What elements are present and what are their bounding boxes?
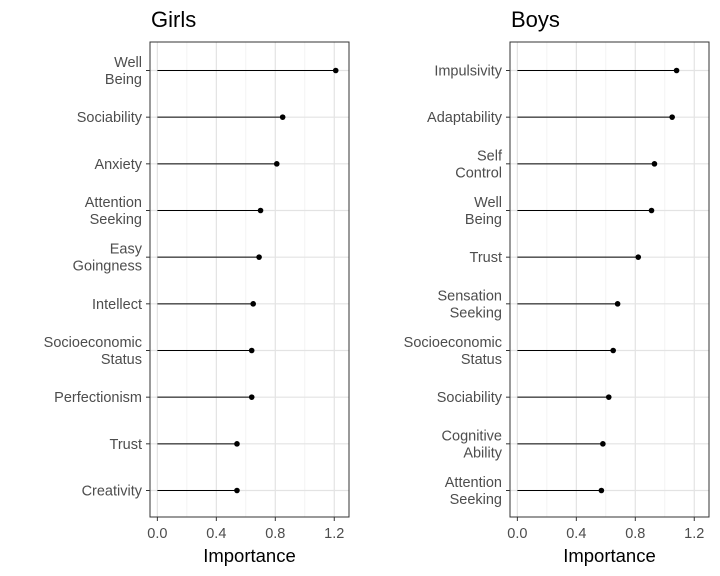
category-label: Sociability — [437, 390, 503, 406]
panel-title: Girls — [151, 7, 196, 32]
point-well-being — [332, 67, 339, 74]
point-sensation-seeking — [614, 301, 621, 307]
category-label-line: Perfectionism — [54, 390, 142, 406]
x-tick-label: 1.2 — [684, 526, 704, 542]
category-label: Self Control — [455, 148, 503, 181]
category-label-line: Seeking — [450, 305, 502, 321]
point-attention-seeking — [598, 487, 605, 494]
point-perfectionism — [248, 394, 255, 400]
category-label: Easy Goingness — [73, 242, 143, 275]
panel-boys: Impulsivity Adaptability Self Control Well Be… — [404, 7, 710, 566]
category-label-line: Goingness — [73, 259, 142, 275]
category-label-line: Sensation — [438, 288, 503, 304]
category-label-line: Attention — [85, 195, 142, 211]
category-label-line: Creativity — [82, 484, 143, 500]
category-label: Attention Seeking — [445, 475, 502, 508]
category-label-line: Impulsivity — [434, 64, 502, 80]
category-label: Well Being — [465, 195, 502, 228]
x-tick-label: 0.0 — [507, 526, 527, 542]
category-label-line: Attention — [445, 475, 502, 491]
point-impulsivity — [673, 67, 680, 74]
category-label: Adaptability — [427, 110, 503, 126]
point-intellect — [250, 301, 256, 307]
panel-border — [509, 41, 710, 518]
category-label: Sociability — [77, 110, 143, 126]
point-socioeconomic-status — [610, 347, 616, 354]
category-label-line: Control — [455, 165, 502, 181]
category-label-line: Well — [474, 195, 502, 211]
category-label-line: Seeking — [450, 492, 502, 508]
category-label: Attention Seeking — [85, 195, 142, 228]
x-tick-label: 0.8 — [625, 526, 645, 542]
category-label-line: Socioeconomic — [404, 335, 502, 351]
point-anxiety — [273, 161, 280, 167]
panel-background — [510, 42, 709, 517]
category-label-line: Status — [461, 352, 502, 368]
panel-title: Boys — [511, 7, 560, 32]
category-label: Socioeconomic Status — [404, 335, 502, 368]
point-trust — [635, 254, 642, 260]
x-tick-label: 0.4 — [566, 526, 586, 542]
category-label-line: Self — [477, 148, 503, 164]
panel-girls: Well Being Sociability Anxiety Attention Seek… — [44, 7, 350, 566]
category-label-line: Status — [101, 352, 142, 368]
category-label: Trust — [110, 437, 143, 453]
point-trust — [234, 441, 240, 447]
point-adaptability — [669, 114, 675, 120]
category-label-line: Ability — [463, 445, 502, 461]
category-label-line: Trust — [470, 250, 503, 266]
point-socioeconomic-status — [248, 347, 255, 354]
category-label-line: Intellect — [92, 297, 142, 313]
point-sociability — [605, 394, 612, 400]
category-label-line: Sociability — [77, 110, 143, 126]
point-easy-goingness — [256, 254, 262, 260]
panel-border — [149, 41, 350, 518]
x-axis-title: Importance — [563, 545, 656, 566]
category-label: Socioeconomic Status — [44, 335, 142, 368]
panel-background — [150, 42, 349, 517]
category-label: Impulsivity — [434, 64, 502, 80]
point-creativity — [234, 487, 240, 494]
point-sociability — [279, 114, 286, 120]
category-label-line: Being — [465, 212, 502, 228]
category-label: Well Being — [105, 55, 142, 88]
category-label-line: Seeking — [90, 212, 142, 228]
category-label: Sensation Seeking — [438, 288, 503, 321]
x-tick-label: 1.2 — [324, 526, 344, 542]
category-label: Cognitive Ability — [442, 428, 503, 461]
category-label-line: Well — [114, 55, 142, 71]
point-self-control — [651, 161, 658, 167]
category-label-line: Easy — [110, 242, 143, 258]
point-cognitive-ability — [600, 441, 606, 447]
category-label: Perfectionism — [54, 390, 142, 406]
category-label: Trust — [470, 250, 503, 266]
category-label: Intellect — [92, 297, 142, 313]
point-attention-seeking — [257, 207, 264, 214]
category-label: Anxiety — [94, 157, 142, 173]
category-label: Creativity — [82, 484, 143, 500]
category-label-line: Adaptability — [427, 110, 503, 126]
x-axis-title: Importance — [203, 545, 296, 566]
category-label-line: Cognitive — [442, 428, 502, 444]
category-label-line: Trust — [110, 437, 143, 453]
x-tick-label: 0.4 — [206, 526, 226, 542]
x-tick-label: 0.8 — [265, 526, 285, 542]
x-tick-label: 0.0 — [147, 526, 167, 542]
category-label-line: Sociability — [437, 390, 503, 406]
point-well-being — [648, 207, 655, 214]
category-label-line: Being — [105, 72, 142, 88]
category-label-line: Socioeconomic — [44, 335, 142, 351]
category-label-line: Anxiety — [94, 157, 142, 173]
